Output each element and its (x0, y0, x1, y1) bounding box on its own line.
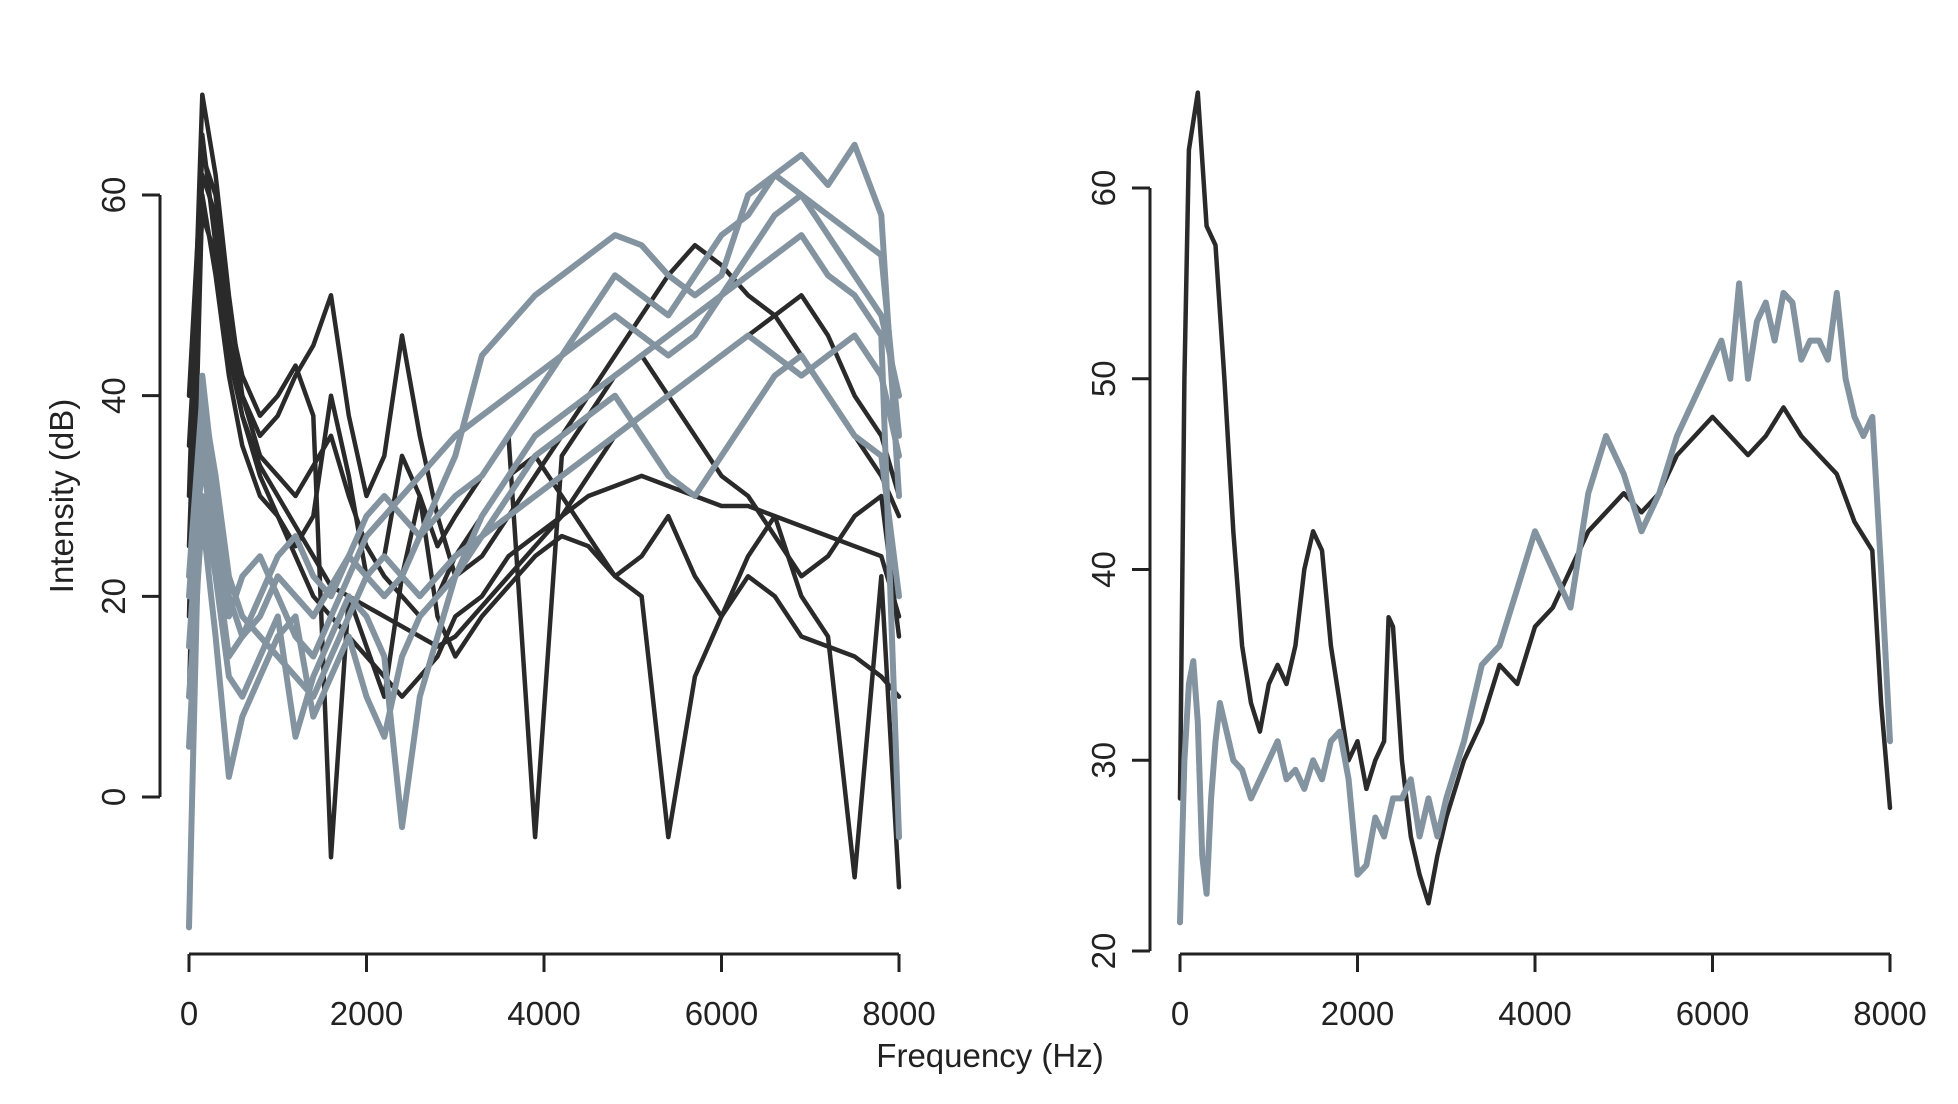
right-x-tick-label: 4000 (1498, 995, 1571, 1032)
left-x-tick-label: 2000 (330, 995, 403, 1032)
left-series-line-4 (186, 172, 902, 890)
left-panel: 0 20 40 60 0 2000 4000 6000 8000 Intensity (dB) (43, 92, 936, 1032)
left-y-tick-label: 0 (95, 788, 132, 806)
right-y-ticks: 20 30 40 50 60 (1085, 170, 1150, 970)
left-x-tick-label: 6000 (685, 995, 758, 1032)
left-series-line-10 (186, 352, 902, 780)
left-y-axis-title: Intensity (dB) (43, 399, 80, 593)
right-y-tick-label: 60 (1085, 170, 1122, 207)
right-series-line-2 (1177, 280, 1893, 926)
left-series-line-2 (186, 192, 902, 840)
left-x-tick-label: 4000 (507, 995, 580, 1032)
right-x-tick-label: 8000 (1853, 995, 1926, 1032)
right-x-tick-label: 0 (1171, 995, 1189, 1032)
left-series-line-3 (186, 92, 902, 579)
left-series-line-11 (186, 171, 902, 660)
right-series-line-1 (1177, 90, 1893, 906)
right-y-tick-label: 50 (1085, 360, 1122, 397)
right-y-tick-label: 40 (1085, 551, 1122, 588)
left-x-tick-label: 0 (180, 995, 198, 1032)
left-y-tick-label: 60 (95, 177, 132, 214)
left-series-line-5 (186, 152, 902, 860)
left-y-tick-label: 40 (95, 377, 132, 414)
x-axis-title: Frequency (Hz) (876, 1037, 1103, 1074)
left-x-tick-label: 8000 (862, 995, 935, 1032)
left-series-line-6 (186, 212, 902, 699)
right-y-tick-label: 30 (1085, 742, 1122, 779)
right-y-tick-label: 20 (1085, 933, 1122, 970)
right-x-tick-label: 2000 (1321, 995, 1394, 1032)
left-x-ticks: 0 2000 4000 6000 8000 (180, 954, 936, 1032)
left-series-line-12 (186, 332, 902, 700)
right-x-ticks: 0 2000 4000 6000 8000 (1171, 954, 1927, 1032)
left-y-ticks: 0 20 40 60 (95, 177, 160, 806)
right-panel: 20 30 40 50 60 0 2000 4000 6000 8000 (1085, 90, 1927, 1032)
left-series-line-1 (186, 132, 902, 649)
left-series-line-7 (186, 141, 902, 931)
right-series-group (1177, 90, 1893, 926)
left-series-group (186, 92, 902, 931)
right-x-tick-label: 6000 (1676, 995, 1749, 1032)
left-y-tick-label: 20 (95, 578, 132, 615)
